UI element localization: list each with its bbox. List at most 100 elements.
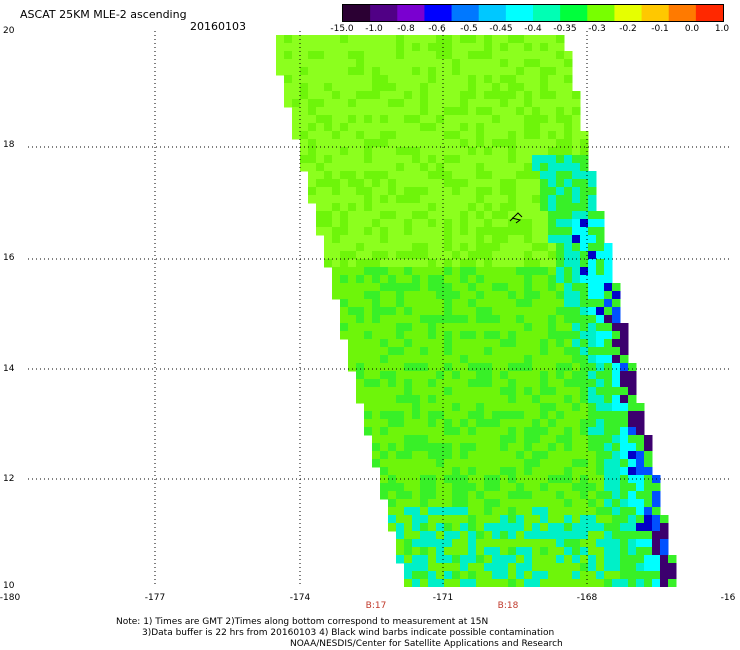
swath-cell	[484, 283, 493, 292]
swath-cell	[484, 83, 493, 92]
swath-cell	[300, 51, 309, 60]
swath-cell	[532, 451, 541, 460]
swath-cell	[372, 115, 381, 124]
swath-cell	[532, 315, 541, 324]
swath-cell	[380, 347, 389, 356]
swath-cell	[404, 267, 413, 276]
swath-cell	[420, 227, 429, 236]
swath-cell	[380, 115, 389, 124]
swath-cell	[556, 75, 565, 84]
swath-cell	[588, 531, 597, 540]
swath-cell	[540, 555, 549, 564]
swath-cell	[420, 115, 429, 124]
swath-cell	[652, 483, 661, 492]
swath-cell	[452, 451, 461, 460]
swath-cell	[332, 211, 341, 220]
swath-cell	[364, 267, 373, 276]
swath-cell	[404, 35, 413, 44]
swath-cell	[668, 571, 677, 580]
swath-cell	[524, 379, 533, 388]
swath-cell	[356, 251, 365, 260]
swath-cell	[516, 459, 525, 468]
swath-cell	[532, 35, 541, 44]
swath-cell	[460, 323, 469, 332]
swath-cell	[356, 171, 365, 180]
swath-cell	[476, 347, 485, 356]
swath-cell	[484, 491, 493, 500]
swath-cell	[596, 459, 605, 468]
swath-cell	[404, 123, 413, 132]
swath-cell	[516, 283, 525, 292]
swath-cell	[580, 267, 589, 276]
swath-cell	[372, 395, 381, 404]
swath-cell	[612, 507, 621, 516]
swath-cell	[508, 91, 517, 100]
swath-cell	[396, 299, 405, 308]
swath-cell	[476, 547, 485, 556]
swath-cell	[564, 371, 573, 380]
swath-cell	[428, 35, 437, 44]
swath-cell	[660, 571, 669, 580]
swath-cell	[460, 179, 469, 188]
swath-cell	[308, 91, 317, 100]
swath-cell	[596, 467, 605, 476]
swath-cell	[596, 379, 605, 388]
swath-cell	[540, 523, 549, 532]
swath-cell	[388, 315, 397, 324]
swath-cell	[372, 179, 381, 188]
swath-cell	[340, 275, 349, 284]
swath-cell	[588, 299, 597, 308]
swath-cell	[508, 235, 517, 244]
swath-cell	[388, 107, 397, 116]
swath-cell	[500, 363, 509, 372]
swath-cell	[444, 51, 453, 60]
swath-cell	[356, 131, 365, 140]
swath-cell	[604, 571, 613, 580]
swath-cell	[380, 411, 389, 420]
swath-cell	[500, 371, 509, 380]
swath-cell	[548, 395, 557, 404]
swath-cell	[492, 235, 501, 244]
swath-cell	[436, 483, 445, 492]
swath-cell	[476, 339, 485, 348]
swath-cell	[372, 427, 381, 436]
swath-cell	[604, 339, 613, 348]
swath-cell	[452, 491, 461, 500]
swath-cell	[460, 435, 469, 444]
swath-cell	[412, 571, 421, 580]
swath-cell	[596, 579, 605, 587]
swath-cell	[532, 283, 541, 292]
swath-cell	[540, 91, 549, 100]
swath-cell	[548, 531, 557, 540]
swath-cell	[468, 555, 477, 564]
swath-cell	[476, 139, 485, 148]
swath-cell	[564, 203, 573, 212]
swath-cell	[460, 267, 469, 276]
swath-cell	[532, 507, 541, 516]
swath-cell	[524, 571, 533, 580]
swath-cell	[492, 419, 501, 428]
swath-cell	[628, 483, 637, 492]
swath-cell	[516, 427, 525, 436]
swath-cell	[620, 515, 629, 524]
swath-cell	[420, 291, 429, 300]
swath-cell	[492, 395, 501, 404]
swath-cell	[468, 235, 477, 244]
swath-cell	[492, 435, 501, 444]
chart-date: 20160103	[190, 20, 246, 33]
swath-cell	[564, 51, 573, 60]
swath-cell	[452, 563, 461, 572]
swath-cell	[468, 123, 477, 132]
swath-cell	[564, 243, 573, 252]
swath-cell	[492, 307, 501, 316]
swath-cell	[484, 203, 493, 212]
swath-cell	[580, 547, 589, 556]
swath-cell	[412, 211, 421, 220]
swath-cell	[396, 43, 405, 52]
swath-cell	[348, 243, 357, 252]
swath-cell	[612, 403, 621, 412]
swath-cell	[428, 195, 437, 204]
swath-cell	[508, 451, 517, 460]
swath-cell	[452, 355, 461, 364]
swath-cell	[556, 211, 565, 220]
